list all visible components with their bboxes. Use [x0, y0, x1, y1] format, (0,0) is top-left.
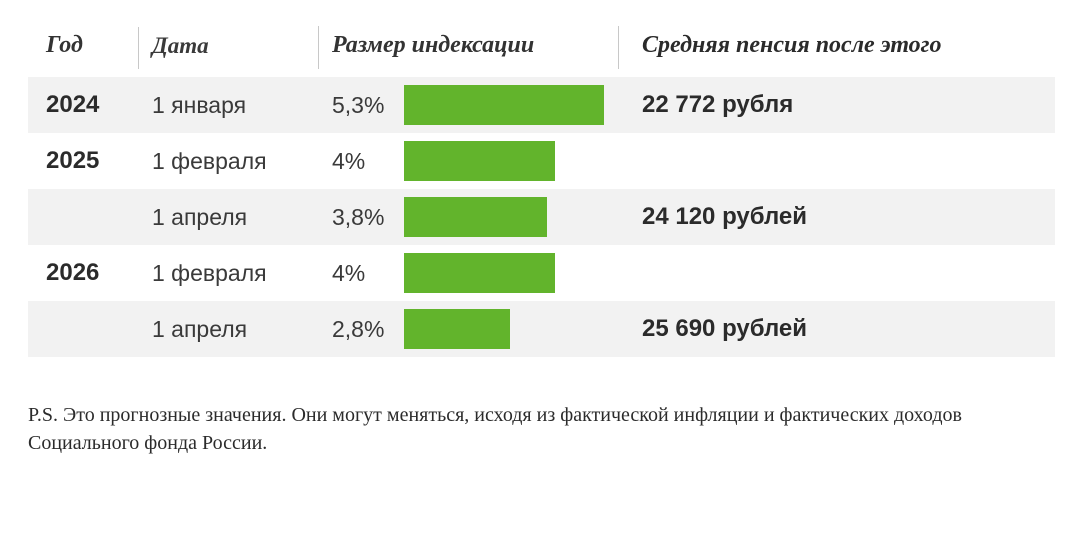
- index-bar: [404, 253, 555, 293]
- pct-label: 4%: [332, 260, 404, 287]
- bar-track: [404, 309, 618, 349]
- table-row: 20251 февраля 4%: [28, 133, 1055, 189]
- bar-track: [404, 141, 618, 181]
- cell-pension: 25 690 рублей: [618, 315, 1055, 343]
- cell-date: 1 апреля: [138, 316, 318, 343]
- pct-label: 5,3%: [332, 92, 404, 119]
- index-bar: [404, 141, 555, 181]
- cell-year: 2026: [28, 259, 138, 287]
- header-index: Размер индексации: [318, 32, 618, 59]
- cell-pension: 24 120 рублей: [618, 203, 1055, 231]
- cell-year: 2025: [28, 147, 138, 175]
- cell-date: 1 февраля: [138, 260, 318, 287]
- cell-date: 1 января: [138, 92, 318, 119]
- footnote: P.S. Это прогнозные значения. Они могут …: [28, 401, 1055, 457]
- table-row: 20261 февраля 4%: [28, 245, 1055, 301]
- index-bar: [404, 309, 510, 349]
- cell-pension: 22 772 рубля: [618, 91, 1055, 119]
- cell-index: 2,8%: [318, 309, 618, 349]
- cell-date: 1 февраля: [138, 148, 318, 175]
- pct-label: 4%: [332, 148, 404, 175]
- pct-label: 2,8%: [332, 316, 404, 343]
- cell-index: 5,3%: [318, 85, 618, 125]
- cell-year: 2024: [28, 91, 138, 119]
- bar-track: [404, 253, 618, 293]
- pct-label: 3,8%: [332, 204, 404, 231]
- header-date: Дата: [138, 33, 318, 59]
- table-header-row: Год Дата Размер индексации Средняя пенси…: [28, 20, 1055, 77]
- bar-track: [404, 197, 618, 237]
- table-row: 1 апреля 2,8% 25 690 рублей: [28, 301, 1055, 357]
- cell-date: 1 апреля: [138, 204, 318, 231]
- index-bar: [404, 85, 604, 125]
- header-pension: Средняя пенсия после этого: [618, 32, 1055, 59]
- cell-index: 4%: [318, 253, 618, 293]
- pension-table: Год Дата Размер индексации Средняя пенси…: [28, 20, 1055, 357]
- index-bar: [404, 197, 547, 237]
- cell-index: 3,8%: [318, 197, 618, 237]
- table-row: 20241 января 5,3% 22 772 рубля: [28, 77, 1055, 133]
- table-row: 1 апреля 3,8% 24 120 рублей: [28, 189, 1055, 245]
- header-year: Год: [28, 32, 138, 59]
- cell-index: 4%: [318, 141, 618, 181]
- bar-track: [404, 85, 618, 125]
